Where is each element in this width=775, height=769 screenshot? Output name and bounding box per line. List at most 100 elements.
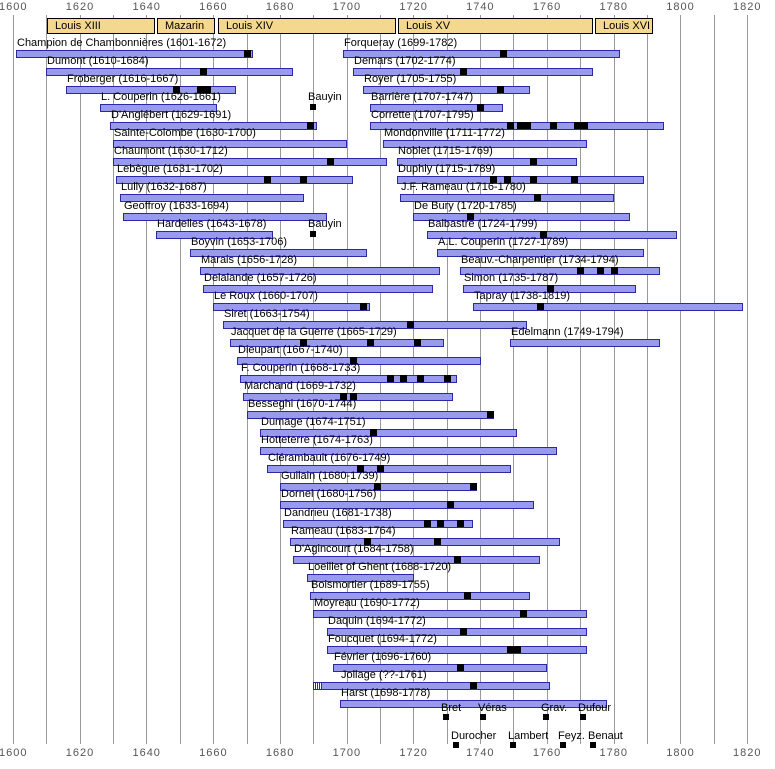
composer-label: Marchand (1669-1732) xyxy=(244,380,356,392)
decade-gridline xyxy=(146,15,147,744)
axis-tick-label-top: 1720 xyxy=(399,1,428,13)
publication-marker xyxy=(204,86,211,93)
publication-marker xyxy=(517,122,524,129)
axis-tick-label-bottom: 1740 xyxy=(466,747,495,759)
reign-bar-louis-xiii: Louis XIII xyxy=(47,18,155,34)
composer-lifespan-bar xyxy=(120,194,304,202)
footer-name-label: Lambert xyxy=(508,730,549,742)
composer-label: Daquin (1694-1772) xyxy=(328,615,426,627)
decade-gridline xyxy=(714,15,715,744)
composer-lifespan-bar xyxy=(383,140,587,148)
publication-marker xyxy=(367,339,374,346)
reign-bar-mazarin: Mazarin xyxy=(157,18,215,34)
uncertain-start-hatch xyxy=(314,683,322,689)
publication-marker xyxy=(470,682,477,689)
composer-lifespan-bar xyxy=(363,86,530,94)
composer-lifespan-bar xyxy=(400,194,614,202)
composer-label: Boyvin (1653-1706) xyxy=(191,236,288,248)
decade-gridline xyxy=(680,15,681,744)
annotation-marker xyxy=(310,104,316,110)
footer-name-marker xyxy=(443,714,449,720)
publication-marker xyxy=(387,375,394,382)
reign-bar-louis-xiv: Louis XIV xyxy=(218,18,396,34)
publication-marker xyxy=(534,194,541,201)
composer-label: Barrière (1707-1747) xyxy=(371,91,474,103)
publication-marker xyxy=(374,483,381,490)
composer-label: Besseghi (1670-1744) xyxy=(248,398,357,410)
composer-lifespan-bar xyxy=(113,158,387,166)
composer-lifespan-bar xyxy=(223,321,527,329)
footer-name-label: Bret xyxy=(441,702,462,714)
publication-marker xyxy=(490,176,497,183)
composer-label: Jollage (??-1761) xyxy=(341,669,427,681)
publication-marker xyxy=(464,592,471,599)
publication-marker xyxy=(597,267,604,274)
publication-marker xyxy=(357,465,364,472)
composer-lifespan-bar xyxy=(510,339,660,347)
composer-label: Boismortier (1689-1755) xyxy=(311,579,430,591)
publication-marker xyxy=(547,285,554,292)
footer-name-label: Dufour xyxy=(578,702,612,714)
axis-tick-label-top: 1760 xyxy=(532,1,562,13)
publication-marker xyxy=(447,501,454,508)
footer-name-label: Véras xyxy=(478,702,507,714)
composer-lifespan-bar xyxy=(156,231,273,239)
composer-lifespan-bar xyxy=(333,664,547,672)
composer-lifespan-bar xyxy=(100,104,217,112)
composer-label: Demars (1702-1774) xyxy=(354,55,456,67)
composer-lifespan-bar xyxy=(313,682,550,690)
publication-marker xyxy=(550,122,557,129)
composer-label: Sainte-Colombe (1630-1700) xyxy=(114,127,256,139)
axis-tick-label-bottom: 1620 xyxy=(65,747,95,759)
axis-tick-label-top: 1680 xyxy=(265,1,295,13)
composer-lifespan-bar xyxy=(46,68,293,76)
publication-marker xyxy=(460,628,467,635)
footer-name-marker xyxy=(543,714,549,720)
composer-label: F. Couperin (1668-1733) xyxy=(241,362,361,374)
axis-tick-label-top: 1780 xyxy=(599,1,629,13)
publication-marker xyxy=(457,664,464,671)
publication-marker xyxy=(514,646,521,653)
decade-gridline xyxy=(13,15,14,744)
publication-marker xyxy=(360,303,367,310)
composer-label: Mondonville (1711-1772) xyxy=(384,127,505,139)
composer-label: Balbastre (1724-1799) xyxy=(428,218,538,230)
publication-marker xyxy=(400,375,407,382)
composer-lifespan-bar xyxy=(473,303,743,311)
publication-marker xyxy=(507,122,514,129)
publication-marker xyxy=(377,465,384,472)
axis-tick-label-top: 1600 xyxy=(0,1,28,13)
composer-lifespan-bar xyxy=(190,249,367,257)
composer-label: Geoffroy (1633-1694) xyxy=(124,200,229,212)
axis-tick-label-top: 1620 xyxy=(65,1,95,13)
publication-marker xyxy=(540,231,547,238)
publication-marker xyxy=(340,393,347,400)
composer-lifespan-bar xyxy=(267,465,511,473)
publication-marker xyxy=(470,483,477,490)
footer-name-marker xyxy=(480,714,486,720)
composer-lifespan-bar xyxy=(307,574,414,582)
composer-label: Simon (1735-1787) xyxy=(464,272,559,284)
axis-tick-label-top: 1800 xyxy=(666,1,695,13)
footer-name-marker xyxy=(590,742,596,748)
composer-lifespan-bar xyxy=(260,447,557,455)
composer-label: Lully (1632-1687) xyxy=(121,181,207,193)
publication-marker xyxy=(520,610,527,617)
composer-label: Clérambault (1676-1749) xyxy=(268,452,391,464)
axis-tick-label-top: 1660 xyxy=(199,1,228,13)
composer-label: J.F. Rameau (1716-1780) xyxy=(401,181,526,193)
composer-label: Le Roux (1660-1707) xyxy=(214,290,318,302)
composer-label: Dandrieu (1681-1738) xyxy=(284,507,392,519)
publication-marker xyxy=(264,176,271,183)
decade-gridline xyxy=(46,15,47,744)
composer-lifespan-bar xyxy=(327,646,587,654)
composer-label: Champion de Chambonnières (1601-1672) xyxy=(17,37,227,49)
composer-lifespan-bar xyxy=(116,176,353,184)
decade-gridline xyxy=(647,15,648,744)
publication-marker xyxy=(173,86,180,93)
publication-marker xyxy=(444,375,451,382)
axis-tick-label-bottom: 1720 xyxy=(399,747,428,759)
publication-marker xyxy=(434,538,441,545)
publication-marker xyxy=(467,213,474,220)
